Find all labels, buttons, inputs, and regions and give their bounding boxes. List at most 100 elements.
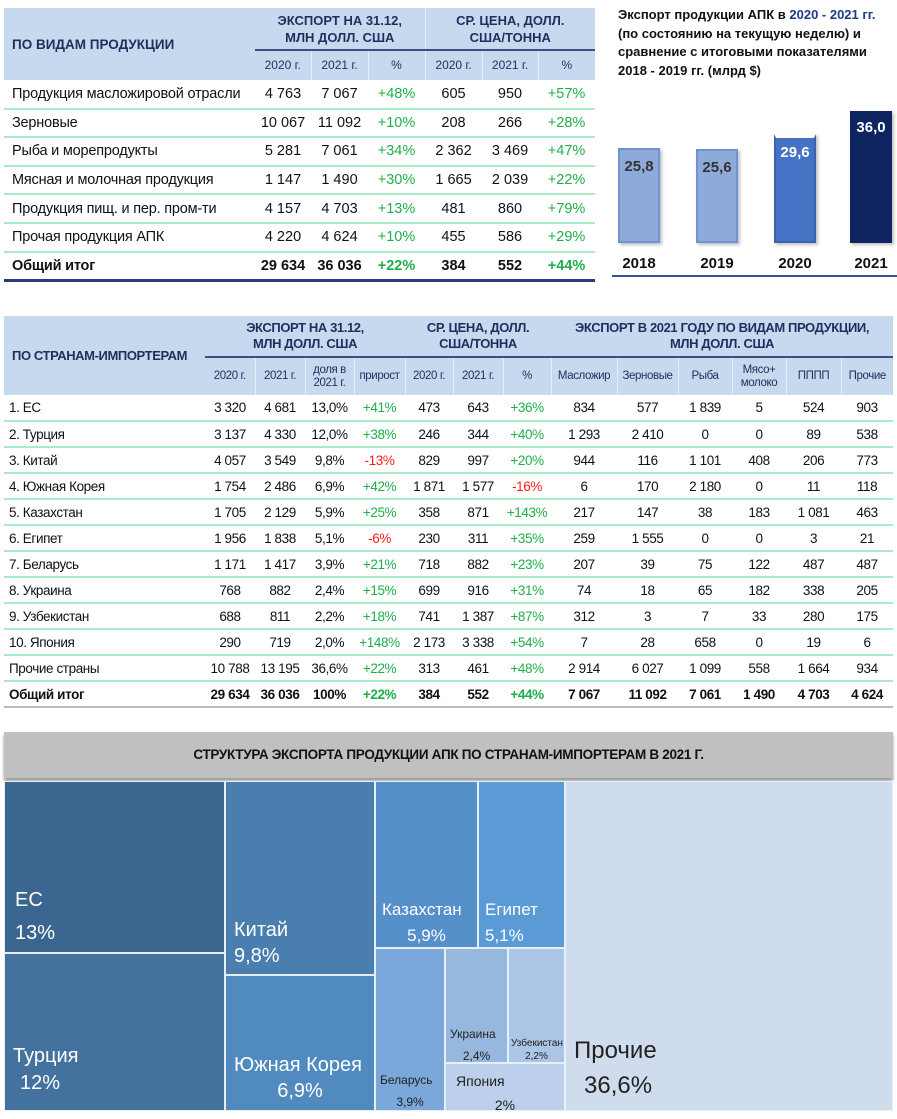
column-header: 2021 г.	[310, 50, 368, 80]
cell-value: +34%	[368, 137, 426, 167]
cell-value: 3	[786, 525, 842, 552]
cell-value: 183	[732, 499, 787, 526]
cell-value: 9,8%	[305, 447, 354, 474]
table-row: Мясная и молочная продукция 1 147 1 490 +30…	[4, 165, 596, 196]
cell-value: 882	[453, 551, 504, 578]
cell-value: 2 486	[255, 473, 305, 500]
cell-value: 7 067	[311, 80, 368, 110]
tile-percent: 5,9%	[407, 926, 446, 945]
cell-value: 2 173	[405, 629, 454, 656]
cell-value: 0	[732, 473, 787, 500]
cell-value: +20%	[503, 447, 552, 474]
row-label: 8. Украина	[4, 577, 205, 604]
cell-value: 1 577	[453, 473, 504, 500]
cell-value: 338	[786, 577, 842, 604]
bar-2019	[696, 149, 738, 243]
row-label: 7. Беларусь	[4, 551, 205, 578]
row-label: 1. ЕС	[4, 395, 205, 422]
cell-value: 7 061	[678, 681, 733, 708]
cell-value: 13,0%	[305, 395, 354, 422]
table-row: Прочая продукция АПК 4 220 4 624 +10% 455 586…	[4, 222, 596, 253]
row-label: 10. Япония	[4, 629, 205, 656]
cell-value: +23%	[503, 551, 552, 578]
cell-value: 259	[551, 525, 618, 552]
cell-value: 916	[453, 577, 504, 604]
cell-value: +31%	[503, 577, 552, 604]
chart-title-part: (по состоянию на текущую неделю) и сравн…	[618, 25, 867, 78]
cell-value: 6 027	[617, 655, 679, 682]
cell-value: +18%	[354, 603, 406, 630]
group-header-export: ЭКСПОРТ НА 31.12, МЛН ДОЛЛ. США	[205, 316, 406, 358]
column-header: 2020 г.	[404, 357, 454, 395]
column-header: Масложир	[550, 357, 618, 395]
cell-value: 65	[678, 577, 733, 604]
column-header: %	[502, 357, 552, 395]
cell-value: 552	[453, 681, 504, 708]
cell-value: 1 293	[551, 421, 618, 448]
cell-value: 6,9%	[305, 473, 354, 500]
cell-value: 11	[786, 473, 842, 500]
group-header-price: СР. ЦЕНА, ДОЛЛ. США/ТОННА	[424, 8, 596, 51]
tile-percent: 13%	[15, 922, 56, 944]
column-header: Прочие	[840, 357, 894, 395]
bar-2020	[774, 134, 816, 243]
cell-value: 7 067	[551, 681, 618, 708]
cell-value: 3 320	[205, 395, 255, 422]
table-row: 5. Казахстан 1 705 2 129 5,9% +25% 358 871 +143…	[4, 499, 894, 526]
tile-name: Китай	[234, 919, 289, 941]
column-header: прирост	[353, 357, 406, 395]
cell-value: 944	[551, 447, 618, 474]
cell-value: 36 036	[255, 681, 305, 708]
cell-value: 205	[841, 577, 894, 604]
row-label: 9. Узбекистан	[4, 603, 205, 630]
cell-value: +42%	[354, 473, 406, 500]
cell-value: 1 171	[205, 551, 255, 578]
cell-value: -6%	[354, 525, 406, 552]
cell-value: 719	[255, 629, 305, 656]
bar-value-label: 29,6	[780, 144, 810, 162]
cell-value: 7 061	[311, 137, 368, 167]
tile-percent: 2,4%	[462, 1049, 491, 1063]
cell-value: 4 330	[255, 421, 305, 448]
cell-value: 860	[482, 194, 539, 224]
cell-value: 5	[732, 395, 787, 422]
cell-value: 811	[255, 603, 305, 630]
cell-value: 524	[786, 395, 842, 422]
cell-value: +29%	[538, 222, 596, 253]
table-row: 6. Египет 1 956 1 838 5,1% -6% 230 311 +35% 259 1…	[4, 525, 894, 552]
cell-value: 0	[732, 629, 787, 656]
table-row: Продукция масложировой отрасли 4 763 7 067…	[4, 80, 596, 110]
table-row: 2. Турция 3 137 4 330 12,0% +38% 246 344 +40% 1 …	[4, 421, 894, 448]
chart-title: Экспорт продукции АПК в 2020 - 2021 гг. …	[618, 6, 893, 80]
cell-value: 11 092	[617, 681, 679, 708]
cell-value: 116	[617, 447, 679, 474]
cell-value: 311	[453, 525, 504, 552]
treemap-tile: Узбекистан 2,2%	[508, 948, 565, 1063]
x-tick-label: 2021	[854, 255, 888, 272]
cell-value: 558	[732, 655, 787, 682]
cell-value: +21%	[354, 551, 406, 578]
column-header: 2021 г.	[481, 50, 539, 80]
table-row: 4. Южная Корея 1 754 2 486 6,9% +42% 1 871 1 5…	[4, 473, 894, 500]
cell-value: 170	[617, 473, 679, 500]
column-header: %	[537, 50, 596, 80]
tile-name: Казахстан	[382, 900, 462, 919]
cell-value: +22%	[354, 655, 406, 682]
table-row: Рыба и морепродукты 5 281 7 061 +34% 2 362 3 …	[4, 137, 596, 167]
cell-value: 0	[732, 421, 787, 448]
table-row: 8. Украина 768 882 2,4% +15% 699 916 +31% 74 18 65…	[4, 577, 894, 604]
tile-percent: 6,9%	[277, 1080, 323, 1102]
cell-value: 538	[841, 421, 894, 448]
row-label: 2. Турция	[4, 421, 205, 448]
cell-value: +36%	[503, 395, 552, 422]
cell-value: 1 101	[678, 447, 733, 474]
cell-value: 3 137	[205, 421, 255, 448]
group-header-products: ЭКСПОРТ В 2021 ГОДУ ПО ВИДАМ ПРОДУКЦИИ, …	[551, 316, 894, 358]
cell-value: +48%	[503, 655, 552, 682]
cell-value: 643	[453, 395, 504, 422]
cell-value: 7	[678, 603, 733, 630]
tile-percent: 12%	[19, 1072, 61, 1094]
cell-value: +57%	[538, 80, 596, 110]
cell-value: +13%	[368, 194, 426, 224]
cell-value: 461	[453, 655, 504, 682]
